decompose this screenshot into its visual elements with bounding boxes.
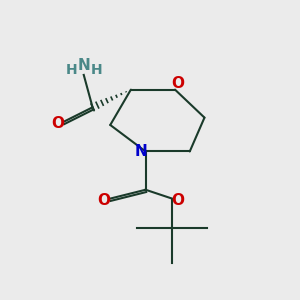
- Text: H: H: [90, 63, 102, 76]
- Text: O: O: [97, 193, 110, 208]
- Text: N: N: [77, 58, 90, 73]
- Text: O: O: [172, 76, 184, 91]
- Text: O: O: [51, 116, 64, 131]
- Text: N: N: [135, 144, 148, 159]
- Text: H: H: [66, 63, 77, 76]
- Text: O: O: [172, 193, 184, 208]
